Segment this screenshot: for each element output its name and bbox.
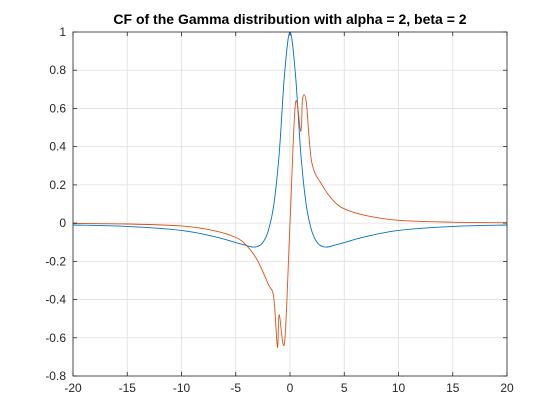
x-tick-label: 0 — [287, 381, 294, 395]
x-tick-label: 20 — [500, 381, 514, 395]
y-tick-label: 0.6 — [49, 101, 66, 115]
y-tick-label: 0.4 — [49, 140, 66, 154]
y-tick-label: -0.6 — [45, 331, 66, 345]
y-tick-label: -0.2 — [45, 254, 66, 268]
ticks — [72, 31, 508, 377]
tick-labels: -20 -15 -10 -5 0 5 10 15 20 -0.8 -0.6 -0.4 -0.2 0 0.2 0… — [45, 25, 514, 395]
series-imag-line — [72, 94, 508, 348]
x-tick-label: -20 — [64, 381, 82, 395]
y-tick-label: -0.8 — [45, 369, 66, 383]
y-tick-label: 0 — [59, 216, 66, 230]
y-tick-label: 1 — [59, 25, 66, 39]
x-tick-label: 15 — [446, 381, 460, 395]
y-tick-label: 0.8 — [49, 63, 66, 77]
y-tick-label: 0.2 — [49, 178, 66, 192]
y-tick-label: -0.4 — [45, 293, 66, 307]
x-tick-label: 10 — [392, 381, 406, 395]
x-tick-label: 5 — [341, 381, 348, 395]
x-tick-label: -10 — [173, 381, 191, 395]
x-tick-label: -5 — [230, 381, 241, 395]
x-tick-label: -15 — [119, 381, 137, 395]
chart-title: CF of the Gamma distribution with alpha … — [113, 11, 466, 27]
